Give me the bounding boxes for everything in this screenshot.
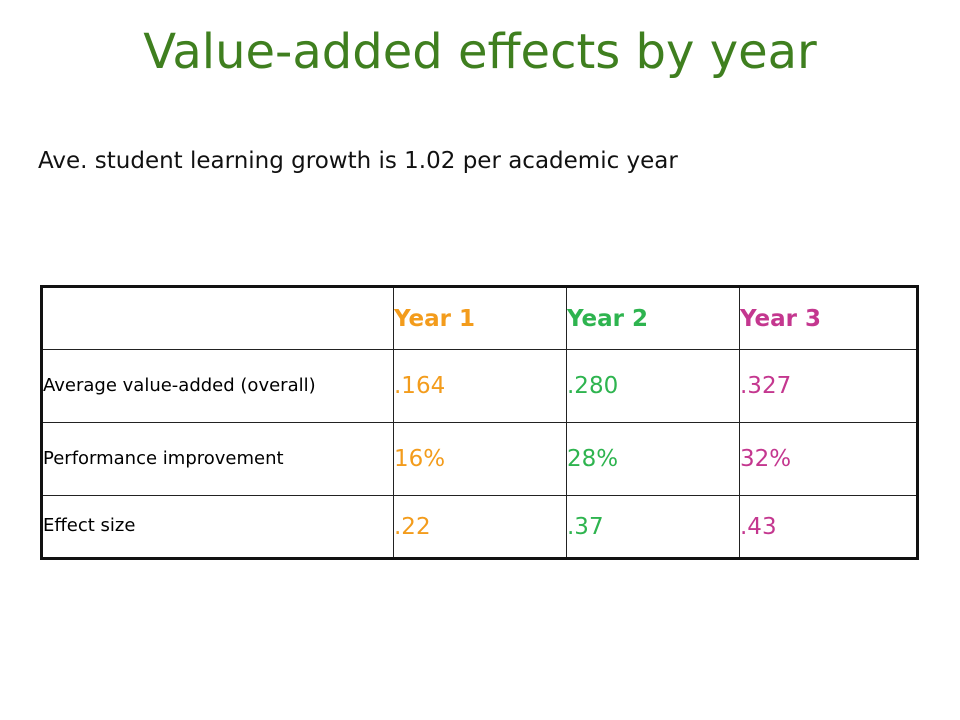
cell-year-1: .164 bbox=[393, 349, 567, 423]
cell-year-1: 16% bbox=[393, 422, 567, 496]
slide-title: Value-added effects by year bbox=[143, 24, 817, 80]
cell-year-2: .280 bbox=[566, 349, 740, 423]
cell-year-3: .327 bbox=[739, 349, 918, 423]
slide-subtitle: Ave. student learning growth is 1.02 per… bbox=[38, 148, 678, 174]
cell-year-2: .37 bbox=[566, 495, 740, 559]
table-row: Effect size .22 .37 .43 bbox=[41, 495, 918, 559]
cell-year-3: 32% bbox=[739, 422, 918, 496]
row-label: Effect size bbox=[41, 495, 394, 559]
row-label: Average value-added (overall) bbox=[41, 349, 394, 423]
header-empty-cell bbox=[41, 286, 394, 350]
cell-year-3: .43 bbox=[739, 495, 918, 559]
cell-year-2: 28% bbox=[566, 422, 740, 496]
table-row: Performance improvement 16% 28% 32% bbox=[41, 422, 918, 496]
row-label: Performance improvement bbox=[41, 422, 394, 496]
value-added-table: Year 1 Year 2 Year 3 Average value-added… bbox=[40, 285, 919, 560]
cell-year-1: .22 bbox=[393, 495, 567, 559]
table-row: Average value-added (overall) .164 .280 … bbox=[41, 349, 918, 423]
header-year-2: Year 2 bbox=[566, 286, 740, 350]
table-header-row: Year 1 Year 2 Year 3 bbox=[41, 286, 918, 350]
header-year-1: Year 1 bbox=[393, 286, 567, 350]
header-year-3: Year 3 bbox=[739, 286, 918, 350]
